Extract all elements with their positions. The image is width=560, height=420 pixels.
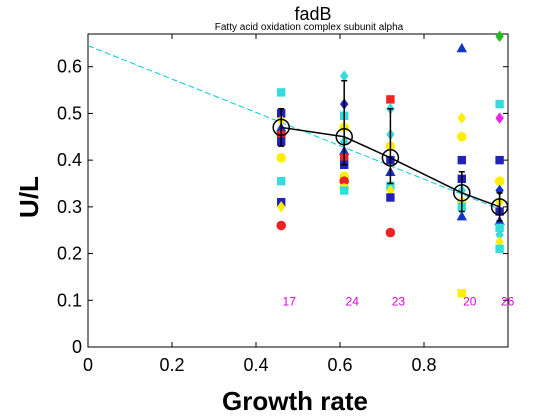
sample-count-label: 24	[346, 294, 360, 308]
fit-layer	[87, 45, 500, 210]
sample-count-label: 20	[463, 294, 477, 308]
data-point-circle	[385, 227, 396, 238]
data-point-square	[495, 155, 504, 165]
data-point-triangle	[456, 42, 467, 53]
data-point-square	[457, 155, 466, 165]
x-tick-label: 0	[83, 355, 93, 375]
data-point-square	[495, 223, 504, 233]
data-point-diamond	[457, 112, 466, 124]
x-tick-label: 0.4	[243, 355, 268, 375]
y-tick-label: 0	[72, 337, 82, 357]
chart-subtitle: Fatty acid oxidation complex subunit alp…	[215, 22, 404, 33]
data-point-circle	[457, 131, 467, 142]
data-point-square	[277, 88, 286, 97]
data-point-diamond	[495, 229, 504, 241]
count-layer: 17 24 23 20 26	[283, 294, 515, 308]
x-tick-label: 0.8	[411, 355, 436, 375]
plot-area	[87, 33, 509, 348]
y-axis-label: U/L	[14, 176, 44, 218]
data-point-circle	[339, 176, 350, 186]
x-tick-label: 0.2	[159, 355, 184, 375]
data-point-triangle	[456, 210, 467, 221]
mean-marker	[453, 184, 471, 202]
data-point-diamond	[495, 112, 504, 124]
x-axis-label: Growth rate	[222, 386, 368, 416]
data-point-diamond	[495, 30, 504, 43]
y-tick-label: 0.3	[57, 197, 82, 217]
sample-count-label: 26	[501, 294, 515, 308]
y-tick-label: 0.4	[57, 150, 82, 170]
data-point-diamond	[340, 70, 349, 82]
data-point-square	[386, 95, 395, 104]
mean-marker	[272, 118, 290, 137]
y-tick-label: 0.1	[57, 290, 82, 310]
data-point-square	[495, 99, 504, 109]
data-point-circle	[276, 152, 287, 163]
fit-line	[87, 45, 500, 210]
data-point-circle	[494, 176, 505, 186]
data-point-square	[495, 244, 504, 254]
chart-title: fadB	[294, 4, 331, 24]
mean-marker	[335, 128, 353, 146]
data-point-square	[386, 193, 395, 202]
mean-layer	[272, 79, 509, 222]
mean-marker	[381, 149, 400, 167]
y-tick-label: 0.2	[57, 244, 82, 264]
y-tick-label: 0.5	[57, 103, 82, 123]
data-point-diamond	[277, 201, 286, 213]
data-point-square	[340, 186, 349, 195]
sample-count-label: 17	[283, 294, 297, 308]
data-point-square	[277, 176, 286, 186]
data-point-square	[457, 289, 466, 298]
data-point-circle	[276, 220, 287, 231]
x-tick-label: 0.6	[327, 355, 352, 375]
sample-count-label: 23	[392, 294, 406, 308]
y-tick-label: 0.6	[57, 57, 82, 77]
tick-layer: 0 0.2 0.4 0.6 0.8 0 0.1 0.2 0.3 0.4 0.5 0.6	[57, 34, 508, 375]
mean-marker	[490, 198, 509, 216]
